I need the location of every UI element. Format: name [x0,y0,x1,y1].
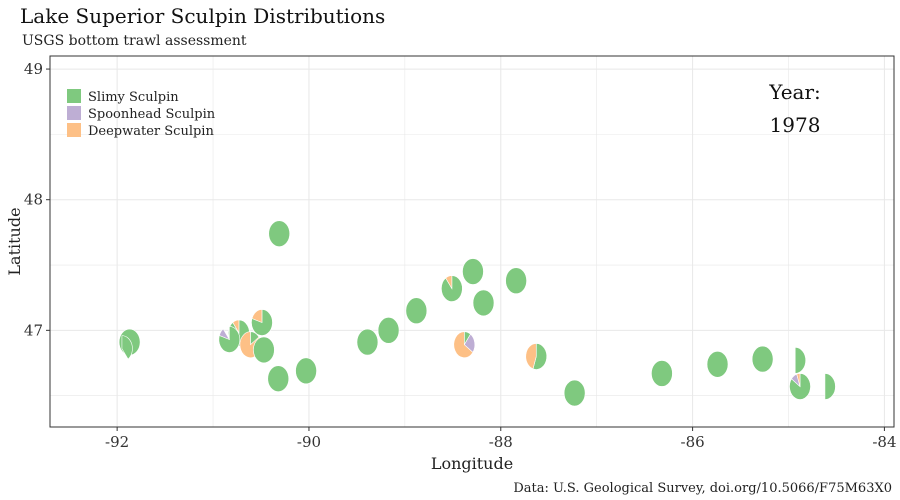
year-value: 1978 [770,113,821,137]
y-tick-label: 48 [24,191,43,209]
pie-slice-slimy [706,350,729,378]
pie-slice-slimy [268,220,291,247]
pie-slice-deepwater [251,309,263,323]
y-tick-label: 47 [24,321,43,339]
pie-slice-slimy [405,297,428,325]
pie-slice-deepwater [232,319,240,335]
x-tick-label: -88 [489,433,513,451]
pie-slice-slimy [563,379,586,407]
chart-subtitle: USGS bottom trawl assessment [22,33,247,49]
pie-slice-slimy [505,267,527,294]
x-tick-label: -84 [872,433,896,451]
pie-slice-slimy [295,357,317,385]
chart-caption: Data: U.S. Geological Survey, doi.org/10… [513,481,892,496]
pie-slice-slimy [121,335,133,360]
y-tick-label: 49 [24,60,43,78]
year-label: Year: [768,80,821,104]
pie-slice-deepwater [796,373,801,387]
pie-slice-deepwater [453,331,474,358]
pie-slice-deepwater [525,343,537,370]
pie-slice-slimy [267,365,290,392]
legend-label-spoonhead: Spoonhead Sculpin [88,107,216,122]
legend-label-slimy: Slimy Sculpin [88,90,179,105]
pie-slice-slimy [794,347,807,374]
pie-slice-slimy [824,373,836,400]
legend-swatch-spoonhead [67,106,81,120]
pie-slice-slimy [377,317,400,344]
pie-slice-slimy [462,258,484,285]
pie-slice-spoonhead [219,328,231,341]
legend-swatch-slimy [67,89,81,103]
x-tick-label: -86 [681,433,705,451]
pie-slice-slimy [253,336,275,364]
panel-border [49,55,895,428]
pie-slice-slimy [472,289,495,317]
legend: Slimy Sculpin Spoonhead Sculpin Deepwater … [67,89,216,139]
legend-swatch-deepwater [67,123,81,137]
x-tick-label: -90 [297,433,321,451]
x-axis-label: Longitude [431,454,513,473]
pie-slice-deepwater [445,275,453,290]
x-tick-label: -92 [105,433,129,451]
pie-slice-slimy [651,360,673,387]
pie-slice-slimy [751,345,774,373]
legend-label-deepwater: Deepwater Sculpin [88,124,214,139]
chart-title: Lake Superior Sculpin Distributions [20,4,386,28]
pie-slice-slimy [356,328,379,356]
y-axis-label: Latitude [5,207,24,275]
